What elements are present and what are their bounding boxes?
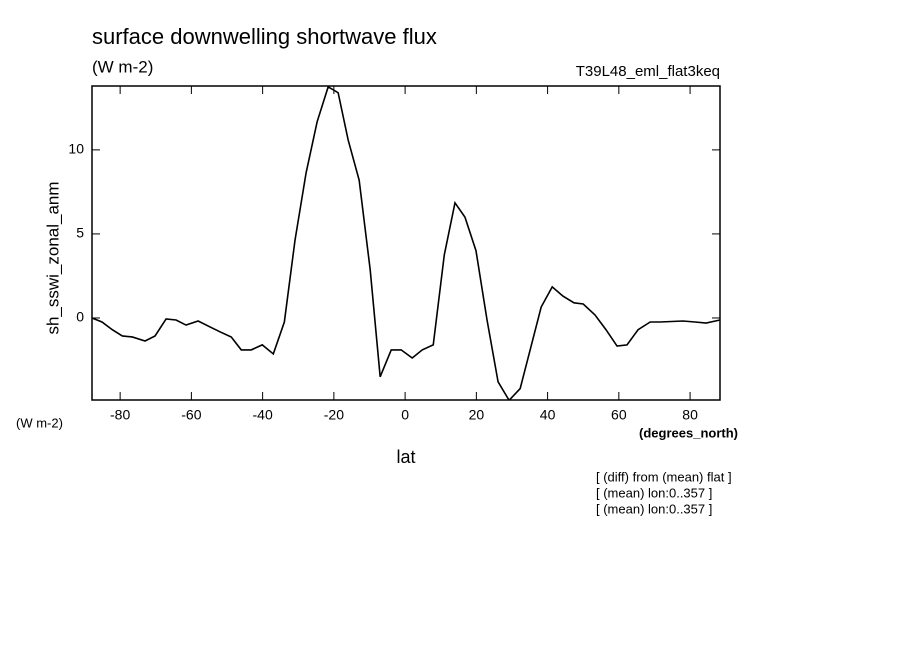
x-tick-label: -80 [110,407,130,423]
annotation: [ (diff) from (mean) flat ] [596,469,732,484]
y-tick-label: 5 [76,225,84,241]
x-tick-label: 40 [540,407,556,423]
plot-area [92,86,720,400]
y-axis-units: (W m-2) [16,415,63,430]
x-tick-label: -20 [324,407,344,423]
plot-frame [91,85,721,401]
y-tick-label: 10 [68,141,84,157]
run-label: T39L48_eml_flat3keq [576,63,720,80]
data-line [92,86,720,400]
annotation: [ (mean) lon:0..357 ] [596,501,712,516]
x-tick-label: 20 [469,407,485,423]
x-axis-label: lat [396,447,415,467]
x-tick-label: 0 [401,407,409,423]
chart-title: surface downwelling shortwave flux [92,24,437,49]
x-tick-label: -40 [253,407,273,423]
annotation: [ (mean) lon:0..357 ] [596,485,712,500]
y-tick-label: 0 [76,309,84,325]
x-tick-label: -60 [181,407,201,423]
chart-subtitle: (W m-2) [92,57,153,76]
x-tick-label: 60 [611,407,627,423]
y-axis-label: sh_sswi_zonal_anm [43,181,62,334]
x-tick-label: 80 [682,407,698,423]
x-axis-units: (degrees_north) [639,425,738,440]
